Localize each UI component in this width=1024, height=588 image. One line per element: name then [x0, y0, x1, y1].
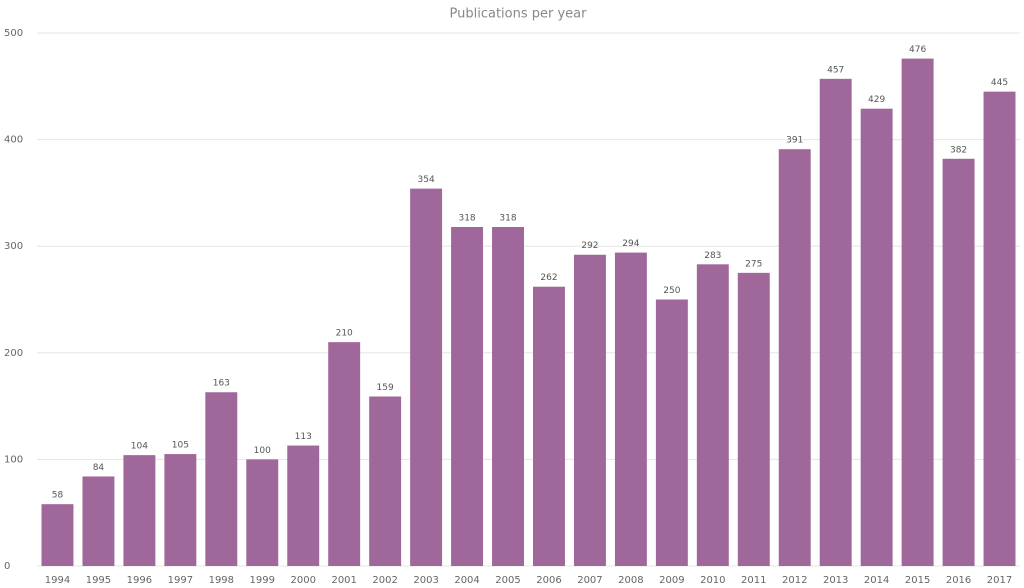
- data-label: 476: [909, 45, 926, 55]
- x-tick-label: 2017: [987, 575, 1012, 586]
- data-label: 354: [418, 175, 435, 185]
- data-label: 391: [786, 136, 803, 146]
- bar: [860, 108, 893, 566]
- chart-title: Publications per year: [450, 7, 588, 22]
- x-tick-label: 2011: [741, 575, 766, 586]
- data-label: 382: [950, 145, 967, 155]
- data-label: 292: [581, 241, 598, 251]
- x-tick-label: 2004: [454, 575, 479, 586]
- y-tick-label: 300: [4, 241, 23, 252]
- bar: [778, 149, 811, 566]
- x-tick-label: 2005: [495, 575, 520, 586]
- bar: [41, 504, 74, 566]
- x-tick-label: 2010: [700, 575, 725, 586]
- x-tick-label: 2014: [864, 575, 889, 586]
- data-label: 275: [745, 259, 762, 269]
- data-label: 105: [172, 441, 189, 451]
- bar: [328, 342, 361, 566]
- x-tick-label: 1998: [209, 575, 234, 586]
- bar: [533, 286, 565, 566]
- x-tick-label: 2016: [946, 575, 971, 586]
- data-label: 445: [991, 78, 1008, 88]
- bar: [410, 188, 443, 567]
- data-label: 318: [499, 214, 516, 224]
- bar: [942, 158, 975, 566]
- bar: [492, 227, 524, 566]
- x-tick-label: 2001: [331, 575, 356, 586]
- bar: [123, 455, 156, 566]
- x-tick-label: 1999: [250, 575, 275, 586]
- data-label: 100: [254, 446, 271, 456]
- bar: [614, 252, 647, 566]
- x-tick-label: 2013: [823, 575, 848, 586]
- y-tick-label: 0: [4, 561, 10, 572]
- x-tick-label: 2007: [577, 575, 602, 586]
- bar: [573, 254, 606, 566]
- y-tick-label: 100: [4, 454, 23, 465]
- y-tick-label: 200: [4, 348, 23, 359]
- bar: [901, 58, 934, 567]
- x-tick-label: 2008: [618, 575, 643, 586]
- x-tick-label: 2000: [291, 575, 316, 586]
- bar: [696, 264, 729, 566]
- data-label: 210: [336, 329, 353, 339]
- data-label: 318: [458, 214, 475, 224]
- y-tick-label: 400: [4, 135, 23, 146]
- bar: [983, 91, 1016, 566]
- bar: [164, 454, 197, 566]
- bar: [287, 445, 320, 566]
- data-label: 429: [868, 95, 885, 105]
- data-label: 294: [622, 239, 639, 249]
- x-tick-label: 2009: [659, 575, 684, 586]
- data-label: 159: [377, 383, 394, 393]
- data-label: 163: [213, 379, 230, 389]
- bar: [205, 392, 238, 566]
- x-tick-label: 1994: [45, 575, 70, 586]
- data-label: 250: [663, 286, 680, 296]
- data-label: 58: [52, 491, 64, 501]
- bar: [246, 459, 279, 566]
- data-label: 84: [93, 463, 105, 473]
- bar: [819, 78, 852, 566]
- bar: [655, 299, 688, 566]
- bar: [737, 272, 770, 566]
- data-label: 104: [131, 442, 148, 452]
- bar: [451, 227, 484, 566]
- bar: [82, 476, 115, 566]
- data-label: 457: [827, 65, 844, 75]
- x-tick-label: 2003: [413, 575, 438, 586]
- x-tick-label: 1995: [86, 575, 111, 586]
- x-tick-label: 2006: [536, 575, 561, 586]
- x-tick-label: 1996: [127, 575, 152, 586]
- y-tick-label: 500: [4, 28, 23, 39]
- x-tick-label: 2015: [905, 575, 930, 586]
- data-label: 113: [295, 432, 312, 442]
- x-tick-label: 2012: [782, 575, 807, 586]
- x-tick-label: 1997: [168, 575, 193, 586]
- bar: [369, 396, 402, 566]
- data-label: 283: [704, 251, 721, 261]
- data-label: 262: [540, 273, 557, 283]
- x-tick-label: 2002: [372, 575, 397, 586]
